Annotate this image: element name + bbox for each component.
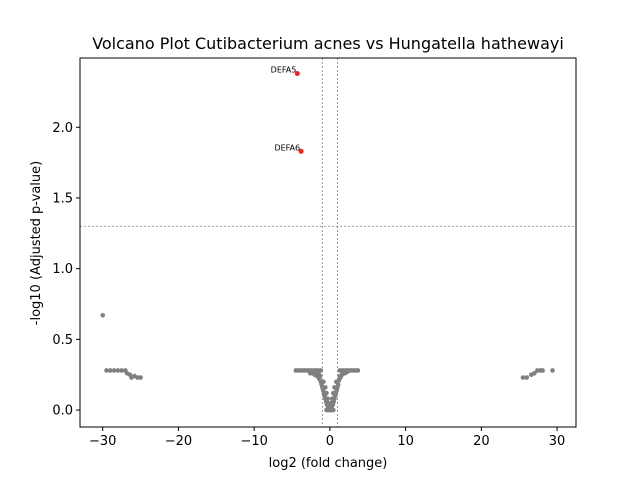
data-point — [325, 396, 330, 402]
y-tick-label: 0.5 — [52, 333, 73, 348]
gene-label: DEFA5 — [271, 66, 297, 75]
significant-data-point — [298, 148, 304, 154]
significant-data-point — [294, 71, 300, 77]
data-point — [334, 379, 339, 385]
data-point — [324, 407, 329, 413]
data-point — [332, 385, 337, 390]
data-point — [327, 402, 333, 407]
x-tick-label: −30 — [89, 434, 116, 449]
x-tick-label: 10 — [397, 434, 414, 449]
gene-label: DEFA6 — [274, 143, 300, 152]
data-point — [107, 368, 113, 373]
data-point — [540, 368, 545, 373]
chart-title: Volcano Plot Cutibacterium acnes vs Hung… — [92, 34, 564, 53]
data-point — [323, 385, 328, 390]
y-tick-label: 0.0 — [52, 404, 73, 419]
data-point — [532, 370, 537, 376]
x-tick-label: 0 — [326, 434, 334, 449]
x-tick-label: −10 — [240, 434, 267, 449]
data-point — [321, 379, 326, 385]
data-point — [337, 373, 343, 379]
data-point — [115, 368, 121, 373]
data-point — [345, 369, 350, 375]
x-tick-label: 30 — [549, 434, 566, 449]
data-point — [119, 368, 124, 373]
data-point — [329, 396, 335, 402]
data-point — [520, 375, 526, 380]
axes-frame — [79, 57, 577, 428]
data-point — [138, 375, 143, 380]
x-axis-label: log2 (fold change) — [269, 456, 388, 471]
data-point — [324, 390, 329, 396]
y-tick-label: 2.0 — [52, 121, 73, 136]
y-axis-label: -log10 (Adjusted p-value) — [29, 161, 44, 325]
data-point — [550, 368, 555, 373]
x-tick-label: −20 — [165, 434, 192, 449]
data-point — [331, 390, 336, 396]
data-point — [111, 368, 117, 373]
plot-area: DEFA5 DEFA6 −30 −20 −10 0 10 20 30 0.0 0.5 1.0 1.5 2.… — [52, 57, 577, 449]
data-point — [317, 373, 323, 379]
y-tick-label: 1.5 — [52, 191, 73, 206]
data-point — [100, 313, 106, 318]
data-point — [104, 368, 109, 373]
data-point — [331, 407, 336, 413]
data-point — [524, 375, 530, 380]
y-tick-label: 1.0 — [52, 262, 73, 277]
data-point — [355, 368, 361, 373]
x-tick-label: 20 — [473, 434, 490, 449]
